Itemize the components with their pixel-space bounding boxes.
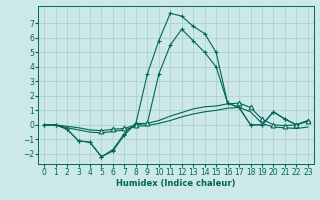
X-axis label: Humidex (Indice chaleur): Humidex (Indice chaleur) (116, 179, 236, 188)
